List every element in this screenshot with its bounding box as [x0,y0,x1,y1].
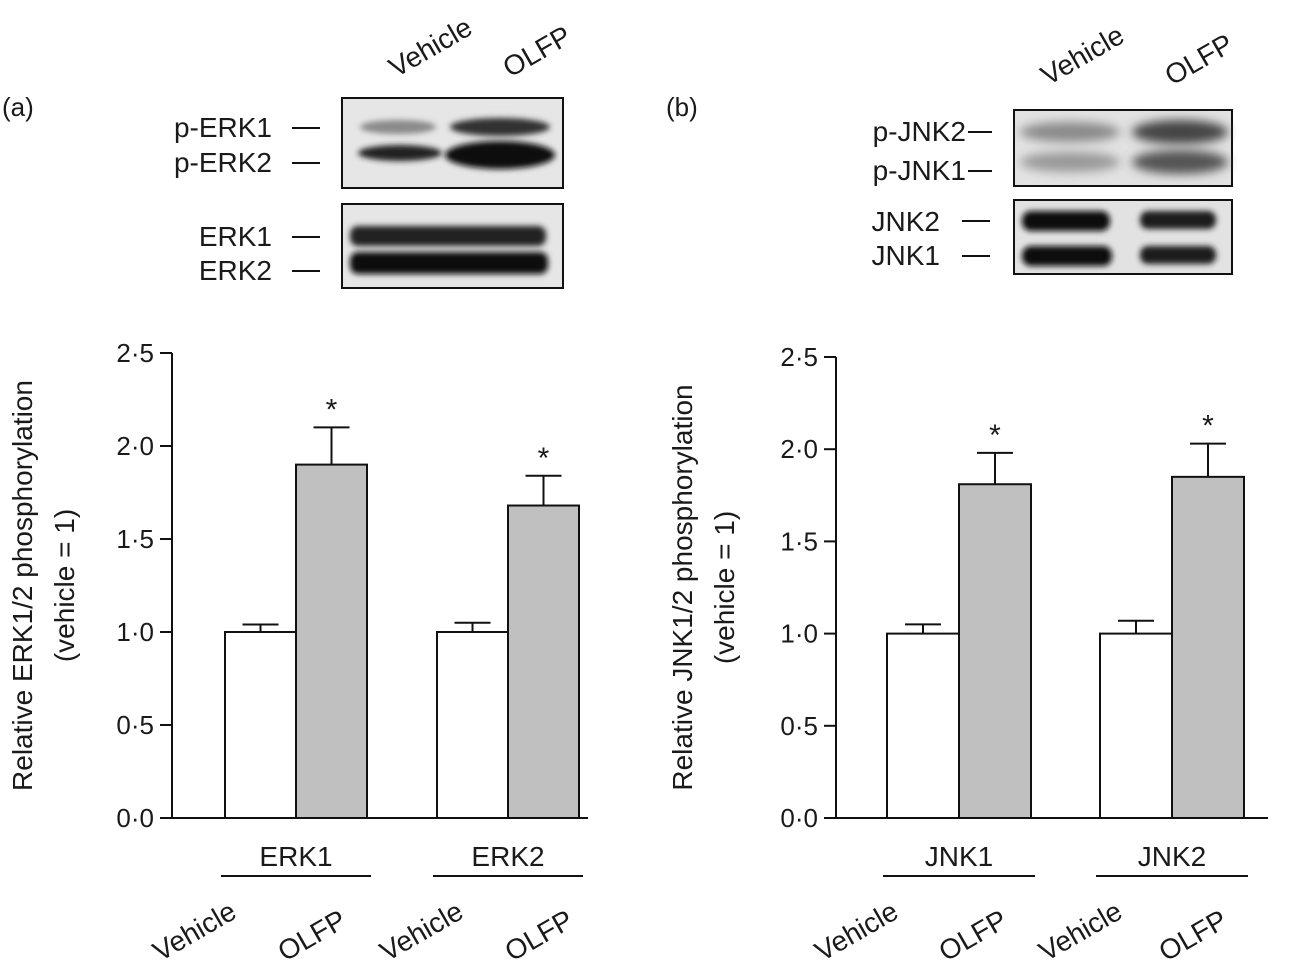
y-tick-label: 1·0 [780,619,818,649]
blot-b-phospho [1013,109,1233,187]
y-tick-label: 0·0 [780,803,818,833]
blot-a-total [341,203,564,289]
y-axis-title: Relative ERK1/2 phosphorylation [7,380,38,791]
y-tick-label: 1·5 [116,524,154,554]
y-tick-label: 2·0 [780,434,818,464]
band [360,120,436,134]
group-a1-lane-vehicle: Vehicle [148,895,242,967]
band [1020,122,1120,142]
blot-a-upper-label-2: p-ERK2 [174,147,272,178]
blot-a-lower-label-2: ERK2 [199,255,272,286]
significance-marker: * [326,393,338,426]
group-b1-lane-vehicle: Vehicle [810,895,904,967]
panel-b-label: (b) [666,92,698,122]
band [358,145,442,161]
group-a1-lane-olfp: OLFP [273,904,352,967]
group-b2-lane-olfp: OLFP [1154,904,1233,967]
blot-a-lane-olfp: OLFP [498,20,577,83]
bar [295,463,368,819]
significance-marker: * [989,419,1001,452]
significance-marker: * [538,442,550,475]
y-tick-label: 2·0 [116,431,154,461]
y-axis-title: (vehicle = 1) [709,511,740,664]
x-category-label: ERK1 [259,841,332,872]
band [1132,150,1228,174]
band [350,226,546,246]
band [445,141,555,169]
blot-a-upper-label-1: p-ERK1 [174,112,272,143]
band [1140,211,1216,229]
band [450,118,550,136]
group-a2-lane-vehicle: Vehicle [375,895,469,967]
y-axis-title: Relative JNK1/2 phosphorylation [667,384,698,790]
y-tick-label: 0·5 [780,711,818,741]
blot-a-phospho [341,97,564,189]
band [1140,246,1216,264]
panel-a: (a) Vehicle OLFP p-ERK1 p-ERK2 ERK1 ERK2… [2,11,588,967]
bar [958,483,1032,819]
y-axis-title: (vehicle = 1) [49,509,80,662]
significance-marker: * [1202,410,1214,443]
blot-b-upper-label-1: p-JNK2 [873,116,966,147]
y-tick-label: 0·5 [116,710,154,740]
blot-b-lower-label-1: JNK2 [872,206,940,237]
y-tick-label: 2·5 [116,338,154,368]
bar [507,504,580,819]
x-category-label: ERK2 [471,841,544,872]
band [1020,152,1120,172]
bar [886,632,960,819]
x-category-label: JNK1 [925,841,993,872]
blot-b-lane-vehicle: Vehicle [1036,19,1130,91]
y-tick-label: 0·0 [116,803,154,833]
band [1022,246,1112,266]
band [350,252,548,274]
chart-a: 0·0 0·5 1·0 1·5 2·0 2·5 Relative ERK1/2 phosph… [7,338,588,877]
group-b2-lane-vehicle: Vehicle [1034,895,1128,967]
panel-b: (b) Vehicle OLFP p-JNK2 p-JNK1 JNK2 JNK1… [666,19,1268,967]
x-category-label: JNK2 [1138,841,1206,872]
y-tick-label: 1·5 [780,526,818,556]
bar [224,631,297,819]
y-tick-label: 1·0 [116,617,154,647]
blot-a-lower-label-1: ERK1 [199,221,272,252]
band [1132,120,1228,144]
group-a2-lane-olfp: OLFP [500,904,579,967]
blot-b-total [1013,199,1233,275]
band [1022,211,1110,231]
y-tick-label: 2·5 [780,342,818,372]
bar [436,631,509,819]
bar [1099,632,1173,819]
blot-b-lower-label-2: JNK1 [872,240,940,271]
blot-b-lane-olfp: OLFP [1160,28,1239,91]
panel-a-label: (a) [2,92,34,122]
bar [1171,475,1245,819]
chart-b: 0·0 0·5 1·0 1·5 2·0 2·5 Relative JNK1/2 phosph… [667,342,1268,877]
blot-b-upper-label-2: p-JNK1 [873,155,966,186]
group-b1-lane-olfp: OLFP [934,904,1013,967]
blot-a-lane-vehicle: Vehicle [384,11,478,83]
